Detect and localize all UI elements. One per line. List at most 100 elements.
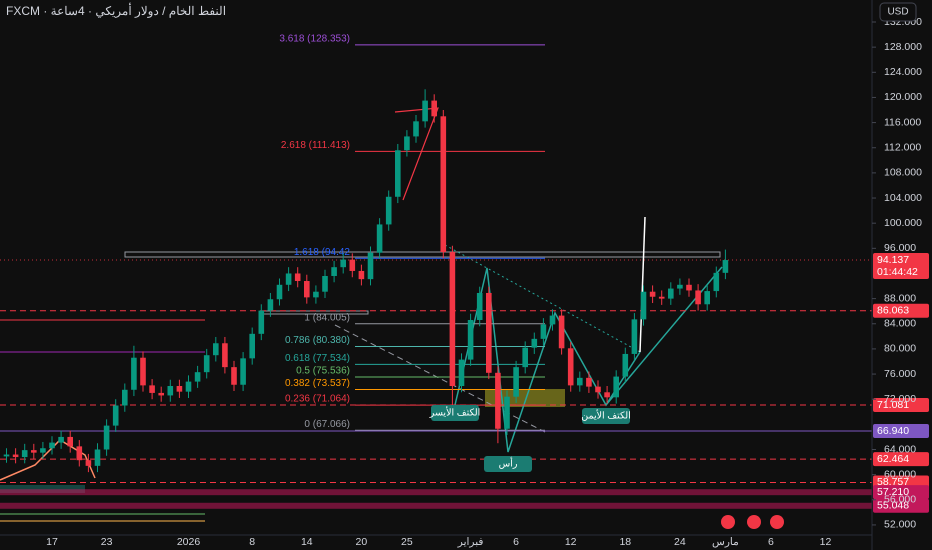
fib-label: 0.5 (75.536) [296,366,350,377]
candle-body [131,357,137,390]
candle-body [486,292,492,373]
candle-body [722,260,729,273]
projection-line [639,216,646,353]
last-price-label: 94.137 [877,254,909,266]
candle-body [112,405,119,426]
level-tag [873,397,929,412]
candle-body [21,450,28,458]
candle-body [668,288,674,299]
candle-body [158,392,164,396]
candle-body [376,224,383,253]
candle-body [558,315,565,349]
candle-body [331,267,337,276]
candle-body [313,291,319,298]
wedge-line [394,107,439,201]
event-icon[interactable] [770,515,784,529]
x-tick-label: 12 [820,536,832,548]
currency-button[interactable] [879,2,917,22]
candle-body [31,450,37,453]
y-tick-label: 60.000 [884,468,916,480]
y-tick-label: 80.000 [884,343,916,355]
annotation-box [582,408,630,424]
candle-body [686,284,692,291]
candle-body [695,290,701,305]
demand-zone [0,485,85,493]
fib-label: 0 (67.066) [304,419,350,430]
y-tick-label: 88.000 [884,292,916,304]
annotation-box [431,405,479,421]
candle-body [40,448,46,453]
plot: 3.618 (128.353) 2.618 (111.413) 1.618 (94.… [0,34,872,548]
price-axis: 86.06371.08166.94062.46458.75757.21055.0… [872,16,929,531]
candle-body [658,296,665,299]
level-label: 55.048 [877,500,909,512]
candle-body [276,284,283,300]
countdown-label: 01:44:42 [877,266,918,278]
y-tick-label: 84.000 [884,318,916,330]
candle-body [340,259,346,268]
level-label: 62.464 [877,453,909,465]
candle-body [613,376,619,398]
y-tick-label: 128.000 [884,41,922,53]
event-icons [721,515,784,529]
candle-body [167,386,174,396]
fib-label: 0.786 (80.380) [285,335,350,346]
candle-body [76,446,83,461]
x-tick-label: 20 [356,536,368,548]
candle-body [458,359,465,387]
candle-body [222,343,228,368]
candle-body [3,454,10,457]
x-tick-label: 8 [249,536,255,548]
candle-body [577,377,583,386]
candle-body [367,252,374,280]
candle-body [513,367,519,397]
candle-body [385,196,392,225]
y-tick-label: 56.000 [884,494,916,506]
level-tag [873,485,929,500]
annotation-box [484,456,532,472]
fib-label: 1 (84.005) [304,312,350,323]
candle-body [531,338,538,348]
x-tick-label: 24 [674,536,686,548]
candle-body [449,252,456,387]
last-price-tag [873,253,929,280]
candle-body [349,259,356,271]
neckline [444,244,641,353]
y-tick-label: 96.000 [884,242,916,254]
candle-body [649,291,656,297]
x-tick-label: مارس [712,536,739,548]
candle-body [522,347,528,368]
chart-title: FXCM · النفط الخام / دولار أمريكي · 4ساع… [6,3,226,18]
event-icon[interactable] [747,515,761,529]
candle-body [422,100,428,122]
fib-label: 0.236 (71.064) [285,394,350,405]
candle-body [267,299,274,311]
y-tick-label: 76.000 [884,368,916,380]
currency-label[interactable]: USD [887,7,908,18]
candle-body [49,442,55,449]
y-tick-label: 104.000 [884,192,922,204]
candle-body [94,449,101,466]
candle-body [194,372,201,382]
annotation-label: الكتف الأيسر [429,407,481,419]
fib-label: 0.618 (77.534) [285,353,350,364]
y-tick-label: 116.000 [884,116,921,128]
event-icon[interactable] [721,515,735,529]
y-tick-label: 124.000 [884,66,922,78]
x-tick-label: 2026 [177,536,201,548]
candle-body [176,386,183,392]
fib-label: 0.382 (73.537) [285,378,350,389]
candle-body [12,454,19,458]
candle-body [285,273,292,285]
candle-body [358,270,365,280]
candle-body [431,100,437,117]
candle-body [395,150,401,197]
candle-body [549,315,556,325]
candle-body [440,116,447,253]
candle-body [203,355,210,373]
x-tick-label: 6 [513,536,519,548]
pattern-line [454,267,641,453]
candle-body [58,436,64,443]
level-label: 66.940 [877,425,909,437]
